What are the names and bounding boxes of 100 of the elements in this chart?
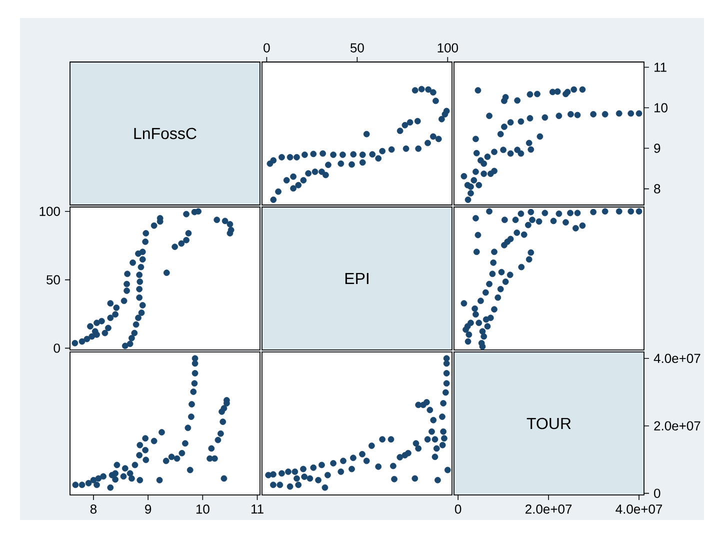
point (214, 216, 220, 224)
point (112, 470, 119, 477)
point (107, 314, 114, 322)
point (480, 170, 488, 177)
point (472, 305, 478, 312)
point (473, 150, 480, 156)
point (290, 185, 297, 192)
point (439, 414, 446, 420)
point (549, 88, 556, 96)
point (340, 152, 346, 158)
point (480, 333, 488, 340)
point (572, 225, 579, 232)
point (85, 480, 92, 486)
point (432, 98, 439, 104)
point (466, 331, 472, 338)
point (443, 370, 450, 376)
point (486, 112, 492, 120)
point (128, 475, 135, 482)
point (501, 124, 508, 130)
point (490, 259, 497, 266)
point (574, 112, 581, 118)
point (318, 462, 325, 468)
point (124, 280, 130, 288)
point (405, 450, 412, 456)
point (302, 152, 308, 158)
y-tick-label: 50 (46, 275, 60, 284)
point (476, 182, 482, 188)
point (528, 249, 534, 256)
point (518, 210, 524, 217)
point (556, 210, 562, 217)
point (472, 136, 479, 142)
point (312, 168, 318, 175)
point (84, 336, 90, 342)
point (497, 286, 504, 292)
point (348, 161, 355, 168)
point (78, 338, 86, 345)
point (482, 289, 489, 296)
point (443, 380, 450, 387)
point (136, 272, 143, 278)
point (178, 240, 185, 247)
point (476, 320, 482, 326)
point (94, 482, 100, 488)
point (220, 418, 226, 425)
point (379, 148, 386, 154)
point (435, 136, 442, 142)
point (507, 119, 514, 126)
point (388, 436, 394, 443)
point (124, 270, 131, 278)
y-tick-label: 9 (654, 144, 660, 153)
point (579, 86, 586, 93)
point (325, 162, 332, 168)
point (616, 208, 622, 215)
point (322, 484, 328, 491)
x-tick-label: 9 (145, 504, 152, 514)
y-tick-label: 10 (654, 103, 668, 112)
point (340, 458, 346, 464)
point (226, 230, 234, 236)
point (217, 430, 224, 437)
point (440, 400, 447, 406)
point (628, 110, 634, 117)
point (102, 330, 108, 336)
point (300, 177, 307, 184)
point (131, 330, 138, 336)
point (192, 355, 198, 362)
point (443, 360, 450, 367)
point (412, 87, 418, 94)
point (122, 342, 128, 350)
point (185, 230, 192, 236)
point (636, 208, 642, 215)
point (350, 151, 357, 158)
point (443, 355, 450, 362)
point (190, 388, 197, 395)
point (441, 435, 448, 442)
point (433, 445, 440, 452)
point (464, 196, 472, 203)
point (536, 218, 542, 225)
point (178, 450, 186, 456)
point (487, 170, 494, 177)
point (406, 119, 414, 126)
point (324, 472, 331, 478)
point (120, 473, 127, 480)
point (139, 256, 146, 263)
point (562, 219, 569, 226)
point (491, 148, 498, 156)
y-tick-label: 2.0e+07 (654, 421, 700, 430)
point (142, 456, 150, 464)
point (158, 429, 165, 436)
point (426, 406, 434, 414)
point (294, 154, 300, 160)
point (290, 173, 297, 180)
point (363, 458, 370, 464)
point (518, 118, 524, 125)
point (518, 264, 525, 270)
point (162, 458, 170, 464)
point (418, 86, 425, 92)
point (528, 208, 534, 216)
text: EPI (345, 272, 368, 284)
point (473, 248, 480, 256)
point (188, 414, 194, 420)
point (460, 173, 468, 180)
